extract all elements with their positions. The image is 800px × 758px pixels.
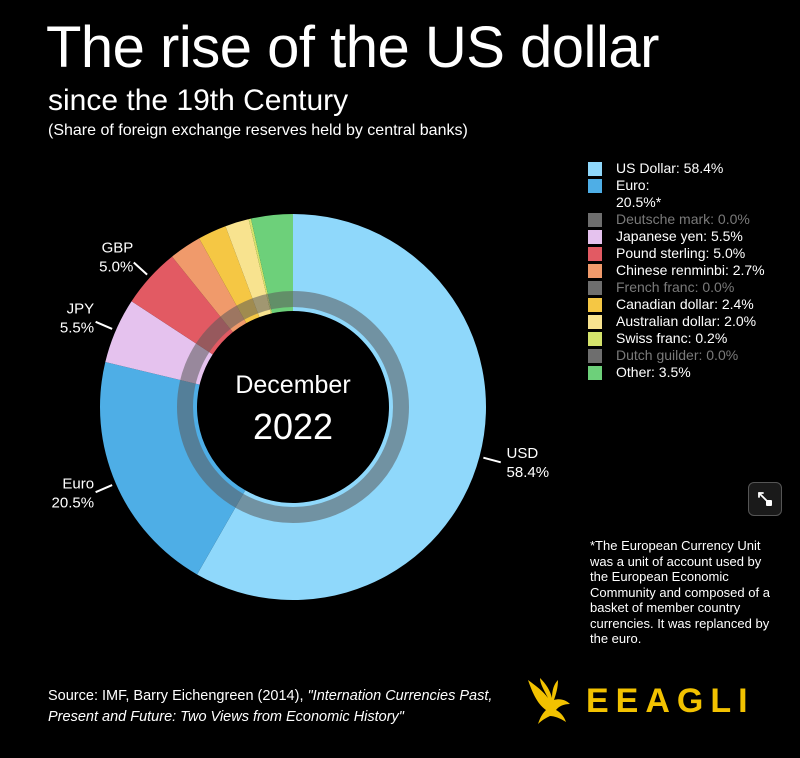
callout-name-gbp: GBP: [102, 240, 134, 257]
slice-euro: [99, 362, 246, 575]
legend-item-chinese-renminbi: Chinese renminbi: 2.7%: [588, 262, 793, 279]
chart-title: The rise of the US dollar: [46, 15, 659, 80]
slice-us-dollar: [197, 214, 487, 600]
callout-value-usd: 58.4%: [507, 464, 550, 481]
chart-caption: (Share of foreign exchange reserves held…: [48, 122, 468, 139]
legend-item-canadian-dollar: Canadian dollar: 2.4%: [588, 296, 793, 313]
legend-item-other: Other: 3.5%: [588, 364, 793, 381]
legend-item-japanese-yen: Japanese yen: 5.5%: [588, 228, 793, 245]
legend-item-swiss-franc: Swiss franc: 0.2%: [588, 330, 793, 347]
legend-swatch: [588, 230, 602, 244]
legend: US Dollar: 58.4% Euro: 20.5%* Deutsche ma…: [588, 160, 793, 381]
callout-line-jpy: [95, 320, 113, 330]
legend-swatch: [588, 179, 602, 193]
callout-name-usd: USD: [507, 445, 539, 462]
eagle-logo-icon: [528, 678, 570, 724]
legend-swatch: [588, 298, 602, 312]
legend-swatch: [588, 366, 602, 380]
legend-swatch: [588, 162, 602, 176]
expand-button[interactable]: [748, 482, 782, 516]
legend-item-australian-dollar: Australian dollar: 2.0%: [588, 313, 793, 330]
source-prefix: Source: IMF, Barry Eichengreen (2014),: [48, 688, 308, 704]
brand-logo: EEAGLI: [526, 676, 755, 726]
slice-chinese-renminbi: [172, 238, 247, 333]
callout-line-euro: [95, 484, 113, 494]
legend-swatch: [588, 213, 602, 227]
legend-swatch: [588, 264, 602, 278]
source-credit: Source: IMF, Barry Eichengreen (2014), "…: [48, 686, 518, 728]
source-title: "Internation Currencies Past, Present an…: [48, 688, 493, 725]
callout-value-jpy: 5.5%: [60, 319, 94, 336]
callout-name-euro: Euro: [62, 476, 94, 493]
legend-item-french-franc: French franc: 0.0%: [588, 279, 793, 296]
legend-item-euro: Euro: 20.5%*: [588, 177, 793, 211]
center-year: 2022: [253, 406, 333, 447]
legend-swatch: [588, 315, 602, 329]
slice-other: [250, 214, 293, 314]
center-month: December: [235, 371, 350, 399]
legend-swatch: [588, 247, 602, 261]
slice-swiss-franc: [248, 218, 273, 314]
legend-swatch: [588, 332, 602, 346]
legend-swatch: [588, 281, 602, 295]
legend-item-us-dollar: US Dollar: 58.4%: [588, 160, 793, 177]
inner-ring: [177, 291, 409, 523]
legend-item-deutsche-mark: Deutsche mark: 0.0%: [588, 211, 793, 228]
legend-item-dutch-guilder: Dutch guilder: 0.0%: [588, 347, 793, 364]
callout-value-gbp: 5.0%: [99, 259, 133, 276]
callout-line-gbp: [133, 261, 148, 276]
legend-swatch: [588, 349, 602, 363]
slice-australian-dollar: [225, 219, 271, 318]
slice-canadian-dollar: [199, 226, 260, 324]
expand-icon: [758, 492, 772, 506]
footnote: *The European Currency Unit was a unit o…: [590, 538, 770, 646]
callout-name-jpy: JPY: [67, 300, 95, 317]
brand-name: EEAGLI: [586, 681, 755, 720]
chart-subtitle: since the 19th Century: [48, 84, 349, 117]
callout-value-euro: 20.5%: [52, 495, 95, 512]
callout-line-usd: [483, 456, 502, 464]
legend-item-pound-sterling: Pound sterling: 5.0%: [588, 245, 793, 262]
